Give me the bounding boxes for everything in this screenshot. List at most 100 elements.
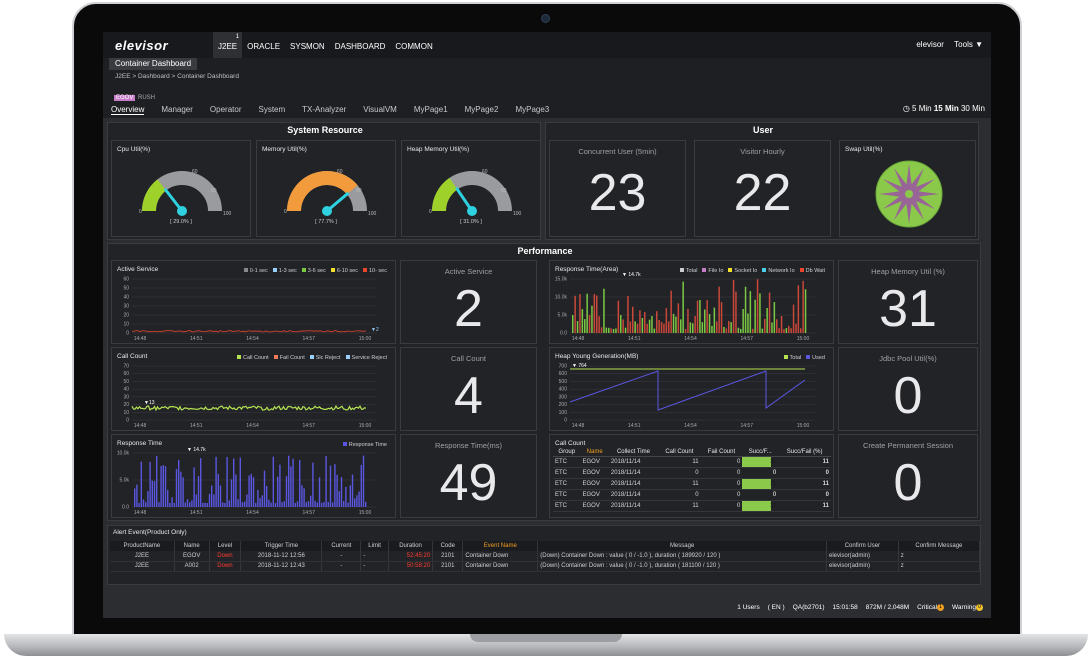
bar	[735, 291, 737, 333]
status-lang[interactable]: ( EN )	[767, 604, 785, 611]
legend-label: 0-1 sec	[249, 268, 268, 274]
tab-visualvm[interactable]: VisualVM	[363, 105, 397, 114]
tab-mypage1[interactable]: MyPage1	[413, 105, 448, 114]
legend-item[interactable]: Call Count	[237, 355, 269, 361]
instance-tag-egov[interactable]: EGOV	[114, 95, 136, 101]
column-header[interactable]: Call Count	[658, 448, 701, 457]
user-name[interactable]: elevisor	[916, 40, 944, 49]
column-header[interactable]: Name	[580, 448, 609, 457]
bar	[288, 455, 290, 507]
legend-label: 10- sec	[368, 268, 387, 274]
column-header[interactable]: Succ/Fail (%)	[778, 448, 831, 457]
table-row[interactable]: ETC EGOV 2018/11/14 11 0 11 11	[553, 478, 831, 490]
alert-column-header[interactable]: Event Name	[462, 541, 539, 551]
legend-label: File Io	[708, 268, 724, 274]
elevisor-logo[interactable]: elevisor	[115, 38, 169, 53]
critical-alerts[interactable]: Critical 1	[917, 604, 945, 611]
alert-column-header[interactable]: Limit	[360, 541, 389, 551]
alert-column-header[interactable]: Confirm User	[826, 541, 899, 551]
alert-column-header[interactable]: Current	[321, 541, 362, 551]
column-header[interactable]: Collect Time	[608, 448, 659, 457]
tab-manager[interactable]: Manager	[161, 105, 193, 114]
section-title-performance: Performance	[517, 246, 573, 256]
legend-item[interactable]: Used	[806, 355, 825, 361]
menu-common[interactable]: COMMON	[395, 42, 433, 51]
bar	[788, 325, 790, 333]
legend-item[interactable]: File Io	[702, 268, 723, 274]
bar	[334, 464, 336, 507]
tab-tx-analyzer[interactable]: TX-Analyzer	[302, 105, 347, 114]
time-range-5[interactable]: 5 Min	[912, 104, 932, 113]
legend-item[interactable]: Slc Reject	[309, 355, 341, 361]
table-row[interactable]: ETC EGOV 2018/11/14 11 0 11 11	[553, 500, 831, 512]
alert-row[interactable]: J2EE EGOV Down 2018-11-12 12:56- -52:45:20 21…	[110, 551, 981, 562]
alert-column-header[interactable]: Name	[174, 541, 210, 551]
user-panel: User Concurrent User (5min) 23 Visitor H…	[545, 122, 979, 240]
x-tick-label: 14:48	[134, 510, 147, 516]
menu-dashboard[interactable]: DASHBOARD	[334, 42, 386, 51]
alert-row[interactable]: J2EE A002 Down 2018-11-12 12:43- -50:58:20 21…	[110, 561, 981, 572]
menu-sysmon[interactable]: SYSMON	[290, 42, 325, 51]
alert-column-header[interactable]: ProductName	[110, 541, 175, 551]
warning-alerts[interactable]: Warning 0	[952, 604, 983, 611]
menu-j2ee[interactable]: J2EE 1	[213, 32, 243, 58]
table-cell: 2018/11/14	[608, 500, 659, 512]
card-title: Jdbc Pool Util(%)	[879, 354, 937, 363]
bar	[622, 319, 624, 333]
legend-item[interactable]: Service Reject	[345, 355, 387, 361]
menu-oracle[interactable]: ORACLE	[247, 42, 281, 51]
legend-item[interactable]: Fail Count	[273, 355, 305, 361]
legend-item[interactable]: Db Wait	[799, 268, 825, 274]
time-range-15[interactable]: 15 Min	[933, 104, 959, 113]
legend-item[interactable]: Response Time	[342, 442, 387, 448]
alert-column-header[interactable]: Code	[432, 541, 464, 551]
legend-swatch	[702, 268, 707, 272]
bar	[773, 302, 776, 333]
tab-overview[interactable]: Overview	[111, 105, 145, 115]
bar	[215, 456, 217, 507]
legend-swatch	[272, 268, 277, 272]
alert-column-header[interactable]: Message	[537, 541, 827, 551]
used-line	[569, 370, 806, 411]
table-cell: 2018/11/14	[608, 478, 659, 490]
gauge-chart: 0 60 80 100	[429, 169, 522, 217]
legend-item[interactable]: Network Io	[762, 268, 795, 274]
bar	[147, 491, 149, 507]
instance-tag-rush[interactable]: RUSH	[138, 95, 156, 101]
table-header-row: Group Name Collect Time Call Count Fail Coun…	[553, 448, 831, 457]
bar	[340, 477, 343, 507]
table-cell: ETC	[553, 467, 581, 479]
legend-item[interactable]: 6-10 sec	[330, 268, 358, 274]
legend-item[interactable]: 1-3 sec	[272, 268, 297, 274]
legend-label: Slc Reject	[315, 355, 341, 361]
legend-item[interactable]: 3-6 sec	[301, 268, 326, 274]
time-range-30[interactable]: 30 Min	[960, 104, 985, 113]
bar	[191, 500, 193, 507]
bar	[771, 322, 773, 333]
tab-system[interactable]: System	[258, 105, 286, 114]
alert-column-header[interactable]: Level	[209, 541, 242, 551]
legend-item[interactable]: 0-1 sec	[243, 268, 268, 274]
tab-mypage3[interactable]: MyPage3	[515, 105, 550, 114]
bar	[660, 321, 663, 333]
y-tick-label: 5.0k	[120, 478, 130, 484]
bar	[692, 323, 694, 333]
tools-menu[interactable]: Tools ▼	[954, 40, 983, 49]
alert-column-header[interactable]: Trigger Time	[240, 541, 323, 551]
alert-cell: elevisor(admin)	[826, 551, 899, 562]
tab-operator[interactable]: Operator	[209, 105, 242, 114]
column-header[interactable]: Succ/F...	[742, 448, 779, 457]
table-row[interactable]: ETC EGOV 2018/11/14 11 0 11 11	[553, 456, 831, 468]
legend-item[interactable]: Total	[679, 268, 697, 274]
table-row[interactable]: ETC EGOV 2018/11/14 0 0 0 0	[553, 489, 831, 501]
column-header[interactable]: Fail Count	[700, 448, 743, 457]
column-header[interactable]: Group	[553, 448, 581, 457]
alert-column-header[interactable]: Duration	[388, 541, 434, 551]
bar	[277, 476, 279, 507]
table-row[interactable]: ETC EGOV 2018/11/14 0 0 0 0	[553, 467, 831, 479]
tab-mypage2[interactable]: MyPage2	[464, 105, 499, 114]
legend-item[interactable]: Socket Io	[728, 268, 757, 274]
alert-column-header[interactable]: Confirm Message	[898, 541, 981, 551]
legend-item[interactable]: 10- sec	[362, 268, 387, 274]
legend-item[interactable]: Total	[783, 355, 801, 361]
